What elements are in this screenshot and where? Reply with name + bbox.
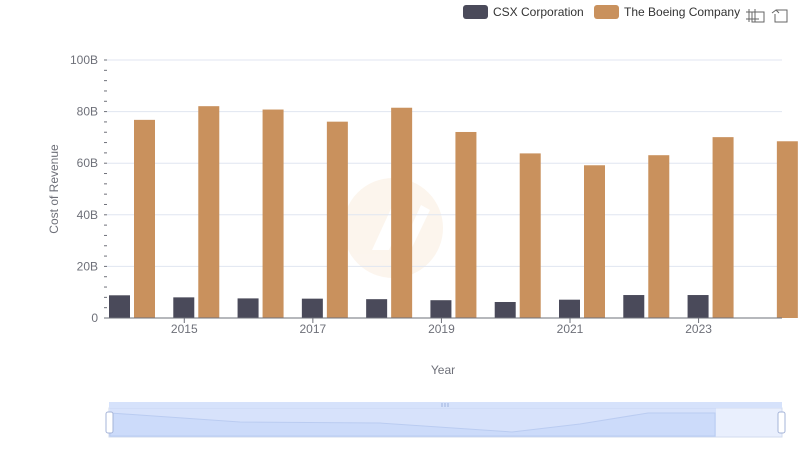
datazoom-slider[interactable] xyxy=(105,402,786,438)
datazoom-left-handle[interactable] xyxy=(105,411,114,434)
y-tick-label: 100B xyxy=(70,53,98,67)
zoom-icon[interactable] xyxy=(746,9,765,23)
x-tick-label: 2021 xyxy=(557,322,584,336)
bar-csx-2019[interactable] xyxy=(430,300,452,318)
bar-boeing-2022[interactable] xyxy=(648,155,670,318)
bar-boeing-2024[interactable] xyxy=(776,141,798,318)
datazoom-selected-range xyxy=(110,408,716,437)
legend-item-boeing[interactable]: The Boeing Company xyxy=(594,5,740,19)
datazoom-preview-area xyxy=(109,412,716,437)
y-axis-ticks: 0 20B 40B 60B 80B 100B xyxy=(70,53,98,325)
bar-csx-2016[interactable] xyxy=(237,298,259,318)
x-tick-label: 2015 xyxy=(171,322,198,336)
y-tick-label: 20B xyxy=(77,259,98,273)
datazoom-right-handle[interactable] xyxy=(777,411,786,434)
bar-boeing-2017[interactable] xyxy=(326,121,348,318)
bar-boeing-2021[interactable] xyxy=(584,165,605,318)
y-axis-title: Cost of Revenue xyxy=(47,144,61,234)
bar-csx-2022[interactable] xyxy=(623,295,645,318)
legend-item-csx[interactable]: CSX Corporation xyxy=(463,5,584,19)
bar-boeing-2015[interactable] xyxy=(198,106,220,318)
y-minor-ticks xyxy=(104,59,107,319)
bar-csx-2021[interactable] xyxy=(559,299,580,318)
y-tick-label: 60B xyxy=(77,156,98,170)
x-axis-ticks: 2015 2017 2019 2021 2023 xyxy=(171,318,712,336)
bars xyxy=(109,106,798,318)
restore-icon[interactable] xyxy=(771,9,788,23)
bar-csx-2020[interactable] xyxy=(494,302,516,318)
bar-csx-2018[interactable] xyxy=(366,299,388,318)
y-tick-label: 40B xyxy=(77,208,98,222)
x-tick-label: 2023 xyxy=(685,322,712,336)
x-tick-label: 2017 xyxy=(300,322,327,336)
x-axis-title: Year xyxy=(431,363,455,377)
y-tick-label: 80B xyxy=(77,105,98,119)
bar-csx-2017[interactable] xyxy=(301,298,323,318)
datazoom-drag-icon[interactable] xyxy=(441,403,449,407)
legend[interactable]: CSX Corporation The Boeing Company xyxy=(463,5,740,19)
bar-boeing-2019[interactable] xyxy=(455,131,477,318)
legend-label-boeing: The Boeing Company xyxy=(624,5,740,19)
bar-boeing-2023[interactable] xyxy=(712,137,734,318)
legend-swatch-csx xyxy=(463,5,488,19)
bar-boeing-2020[interactable] xyxy=(519,153,541,318)
bar-csx-2023[interactable] xyxy=(687,295,709,318)
x-tick-label: 2019 xyxy=(428,322,455,336)
y-tick-label: 0 xyxy=(91,311,98,325)
bar-csx-2014[interactable] xyxy=(109,295,130,318)
bar-boeing-2014[interactable] xyxy=(134,119,155,318)
bar-boeing-2018[interactable] xyxy=(391,107,413,318)
bar-csx-2015[interactable] xyxy=(173,297,195,318)
bar-boeing-2016[interactable] xyxy=(262,109,284,318)
legend-swatch-boeing xyxy=(594,5,619,19)
legend-label-csx: CSX Corporation xyxy=(493,5,584,19)
